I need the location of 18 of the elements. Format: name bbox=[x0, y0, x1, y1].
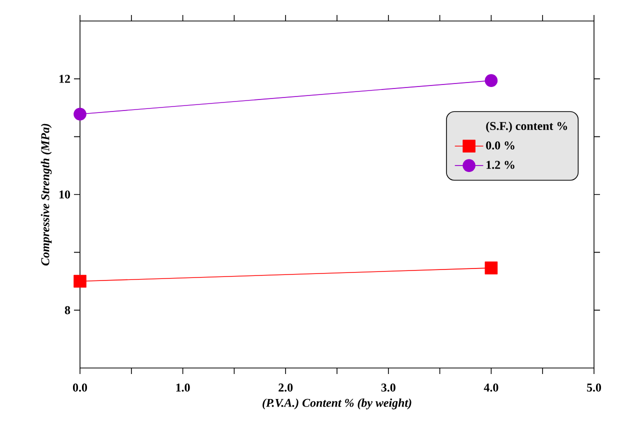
point bbox=[74, 108, 86, 121]
x-tick-label: 1.0 bbox=[176, 384, 190, 392]
x-axis-title: (P.V.A.) Content % (by weight) bbox=[262, 398, 412, 410]
legend-label: 1.2 % bbox=[486, 160, 514, 169]
y-tick-label: 10 bbox=[59, 190, 70, 199]
x-tick-label: 2.0 bbox=[278, 384, 293, 392]
y-axis-title: Compressive Strength (MPa) bbox=[40, 124, 52, 266]
legend-title: (S.F.) content % bbox=[486, 122, 568, 132]
legend-label: 0.0 % bbox=[486, 141, 514, 150]
point bbox=[484, 262, 498, 274]
x-tick-label: 4.0 bbox=[484, 384, 498, 392]
y-tick-label: 12 bbox=[59, 74, 70, 83]
point bbox=[484, 74, 498, 87]
point bbox=[74, 274, 86, 288]
x-tick-label: 3.0 bbox=[381, 384, 396, 392]
x-tick-label: 0.0 bbox=[72, 384, 88, 392]
y-tick-label: 8 bbox=[64, 306, 70, 314]
x-tick-label: 5.0 bbox=[587, 384, 602, 392]
